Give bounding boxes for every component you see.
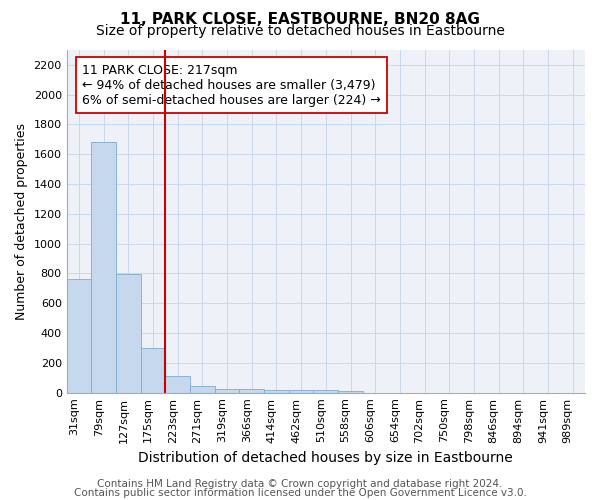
Bar	[190, 386, 215, 392]
Bar	[289, 390, 313, 392]
Text: Contains public sector information licensed under the Open Government Licence v3: Contains public sector information licen…	[74, 488, 526, 498]
Text: Contains HM Land Registry data © Crown copyright and database right 2024.: Contains HM Land Registry data © Crown c…	[97, 479, 503, 489]
Bar	[67, 280, 91, 392]
Text: 11 PARK CLOSE: 217sqm
← 94% of detached houses are smaller (3,479)
6% of semi-de: 11 PARK CLOSE: 217sqm ← 94% of detached …	[82, 64, 381, 106]
X-axis label: Distribution of detached houses by size in Eastbourne: Distribution of detached houses by size …	[139, 451, 513, 465]
Y-axis label: Number of detached properties: Number of detached properties	[15, 123, 28, 320]
Bar	[166, 376, 190, 392]
Text: 11, PARK CLOSE, EASTBOURNE, BN20 8AG: 11, PARK CLOSE, EASTBOURNE, BN20 8AG	[120, 12, 480, 28]
Bar	[264, 390, 289, 392]
Bar	[91, 142, 116, 392]
Bar	[141, 348, 166, 393]
Bar	[215, 388, 239, 392]
Bar	[338, 391, 363, 392]
Text: Size of property relative to detached houses in Eastbourne: Size of property relative to detached ho…	[95, 24, 505, 38]
Bar	[313, 390, 338, 392]
Bar	[116, 274, 141, 392]
Bar	[239, 390, 264, 392]
